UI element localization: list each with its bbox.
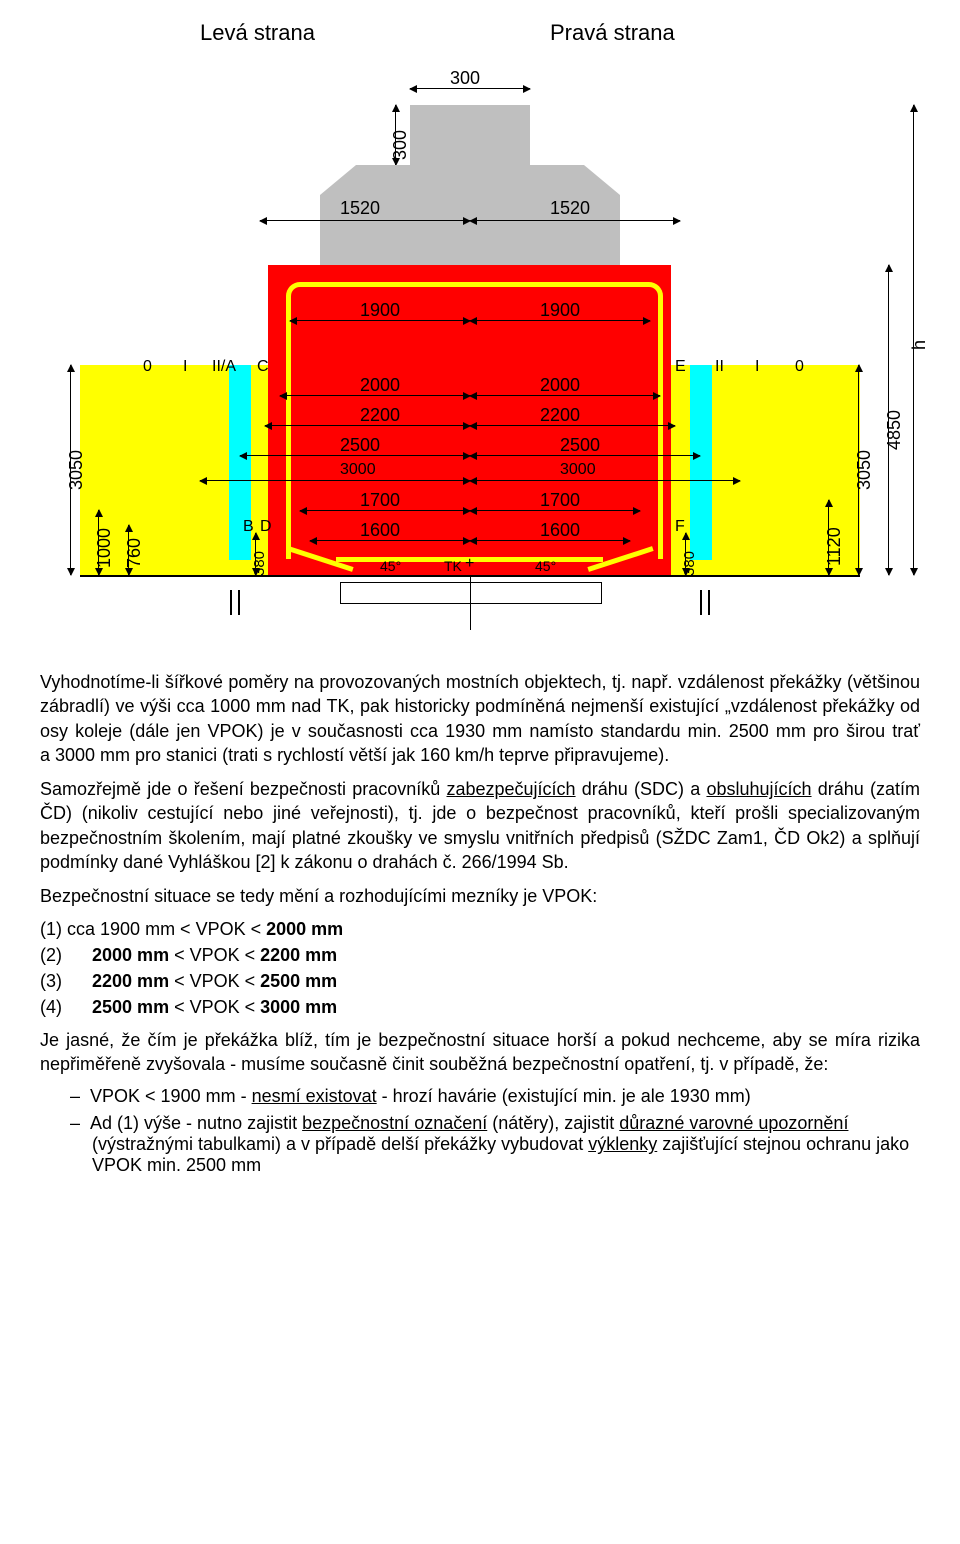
dash-list: – VPOK < 1900 mm - nesmí existovat - hro… [40,1086,920,1176]
dim-4850r: 4850 [884,410,905,450]
dim-1520l: 1520 [340,198,380,219]
dim-3000r: 3000 [560,461,596,479]
tick [708,590,710,615]
dash-underline: bezpečnostní označení [302,1113,487,1133]
col-E: E [675,358,686,376]
dim-1520r: 1520 [550,198,590,219]
p2-underline-1: zabezpečujících [446,779,575,799]
tick [700,590,702,615]
dash-underline: výklenky [588,1134,657,1154]
col-IIA: II/A [212,358,236,376]
dash-text: (nátěry), zajistit [487,1113,619,1133]
col-D: D [260,518,272,536]
list-num: (1) [40,919,62,939]
p2-text: dráhu (SDC) a [576,779,707,799]
dim-line [470,220,680,222]
list-item: (2) 2000 mm < VPOK < 2200 mm [40,945,920,966]
dim-2000r: 2000 [540,375,580,396]
center-line [470,575,472,630]
tick [230,590,232,615]
dash-text: - hrozí havárie (existující min. je ale … [377,1086,751,1106]
dim-1120r: 1120 [824,527,845,566]
dim-1000l: 1000 [94,528,115,568]
dim-line [470,480,740,482]
dim-300v: 300 [390,130,411,160]
list-text: cca 1900 mm < VPOK < 2000 mm [67,919,343,939]
dash-underline: důrazné varovné upozornění [619,1113,848,1133]
p2-underline-2: obsluhujících [706,779,811,799]
dim-1600l: 1600 [360,520,400,541]
dim-1600r: 1600 [540,520,580,541]
col-0-left: 0 [143,358,152,376]
col-C: C [257,358,269,376]
clearance-diagram: Levá strana Pravá strana 300 300 1520 15… [40,20,920,640]
dim-3050r: 3050 [854,450,875,490]
paragraph-3: Bezpečnostní situace se tedy mění a rozh… [40,884,920,908]
dim-3050l: 3050 [66,450,87,490]
dash-text: (výstražnými tabulkami) a v případě delš… [92,1134,588,1154]
dim-h: h [909,340,930,350]
list-text: 2000 mm < VPOK < 2200 mm [92,945,337,965]
dash-item: – VPOK < 1900 mm - nesmí existovat - hro… [40,1086,920,1107]
dim-3000l: 3000 [340,461,376,479]
dim-1700l: 1700 [360,490,400,511]
dim-380l: 380 [251,551,268,576]
dim-300: 300 [450,68,480,89]
paragraph-4: Je jasné, že čím je překážka blíž, tím j… [40,1028,920,1077]
list-item: (3) 2200 mm < VPOK < 2500 mm [40,971,920,992]
paragraph-2: Samozřejmě jde o řešení bezpečnosti prac… [40,777,920,874]
label-right-side: Pravá strana [550,20,675,46]
dash-underline: nesmí existovat [252,1086,377,1106]
dash-item: – Ad (1) výše - nutno zajistit bezpečnos… [40,1113,920,1176]
dim-line [200,480,470,482]
angle-45l: 45° [380,558,401,574]
list-item: (4) 2500 mm < VPOK < 3000 mm [40,997,920,1018]
p2-text: Samozřejmě jde o řešení bezpečnosti prac… [40,779,446,799]
dim-2000l: 2000 [360,375,400,396]
dim-1700r: 1700 [540,490,580,511]
center-mark: + [465,555,474,573]
dim-line [260,220,470,222]
angle-45r: 45° [535,558,556,574]
list-num: (3) [40,971,62,991]
dim-2500l: 2500 [340,435,380,456]
list-text: 2500 mm < VPOK < 3000 mm [92,997,337,1017]
dim-760l: 760 [124,538,145,568]
list-num: (4) [40,997,62,1017]
tick [238,590,240,615]
dim-1900r: 1900 [540,300,580,321]
list-num: (2) [40,945,62,965]
grey-stem [410,105,530,165]
col-I-left: I [183,358,187,376]
tk-label: TK [444,558,462,574]
col-0-right: 0 [795,358,804,376]
dim-1900l: 1900 [360,300,400,321]
list-text: 2200 mm < VPOK < 2500 mm [92,971,337,991]
dim-2500r: 2500 [560,435,600,456]
col-II-right: II [715,358,724,376]
list-item: (1) cca 1900 mm < VPOK < 2000 mm [40,919,920,940]
dash-text: VPOK < 1900 mm - [90,1086,252,1106]
col-I-right: I [755,358,759,376]
dim-2200r: 2200 [540,405,580,426]
dim-2200l: 2200 [360,405,400,426]
dim-380r: 380 [681,551,698,576]
cyan-strip-right [690,365,712,560]
vpok-list: (1) cca 1900 mm < VPOK < 2000 mm (2) 200… [40,919,920,1018]
dash-text: Ad (1) výše - nutno zajistit [90,1113,302,1133]
paragraph-1: Vyhodnotíme-li šířkové poměry na provozo… [40,670,920,767]
label-left-side: Levá strana [200,20,315,46]
